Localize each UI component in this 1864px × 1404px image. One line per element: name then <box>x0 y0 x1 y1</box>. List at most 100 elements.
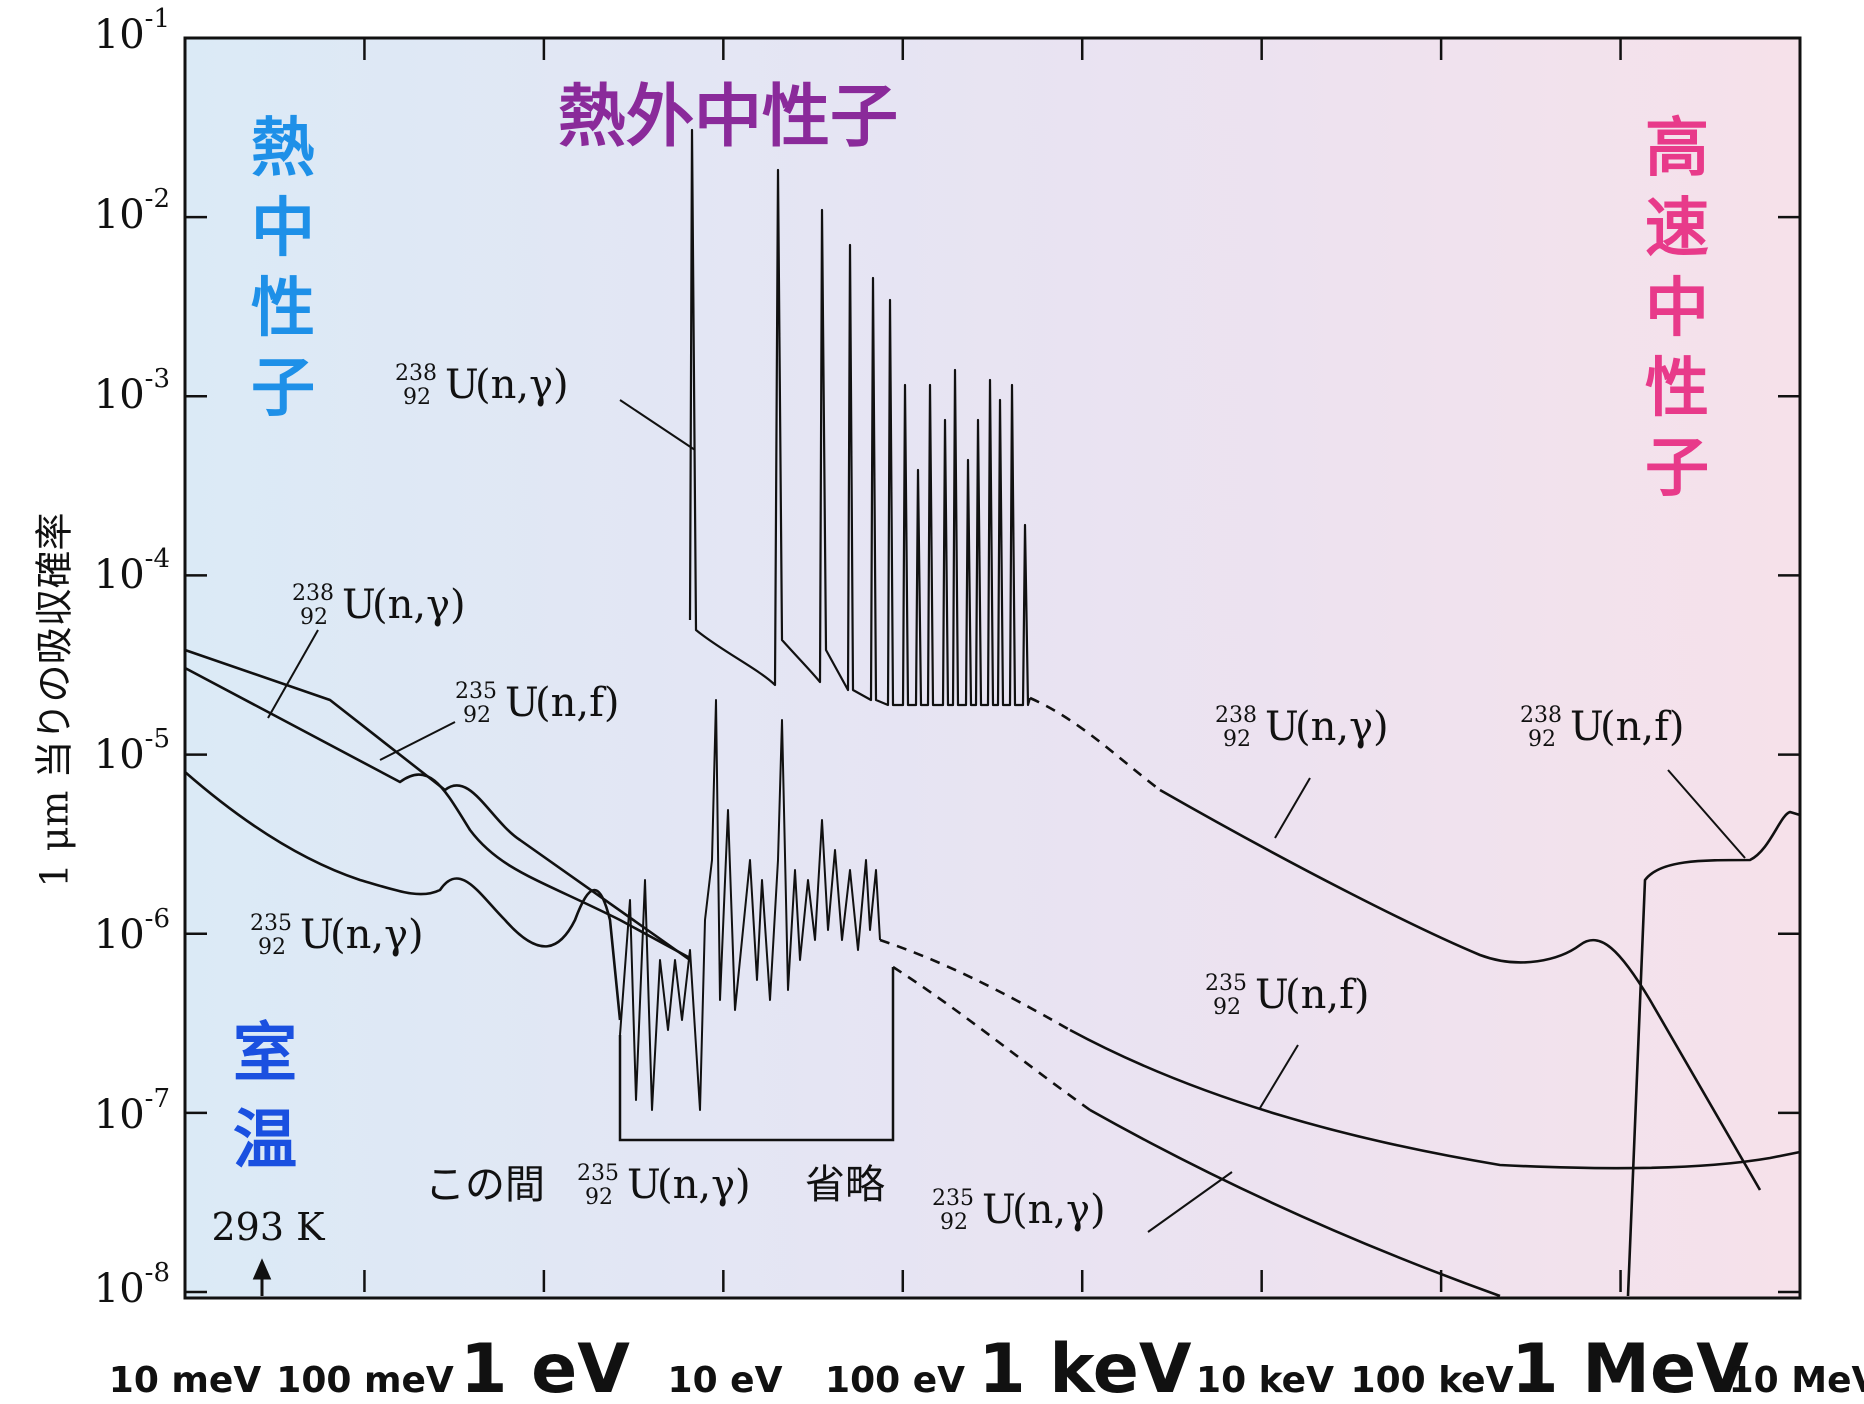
y-tick-label: 10-1 <box>94 4 170 58</box>
series-resonance-u235 <box>619 699 881 1111</box>
region-char: 性 <box>1645 352 1709 426</box>
label-u235-ng-bottom: 235 92 U (n,γ) <box>932 1186 1106 1235</box>
svg-text:235: 235 <box>577 1161 619 1186</box>
label-u235-nf-left: 235 92 U (n,f) <box>455 679 620 728</box>
region-char: 室 <box>233 1017 297 1091</box>
svg-text:92: 92 <box>1213 995 1241 1020</box>
region-char: 子 <box>251 352 315 426</box>
svg-text:(n,γ): (n,γ) <box>1012 1187 1106 1233</box>
leader-line <box>1667 769 1746 859</box>
svg-text:92: 92 <box>1528 727 1556 752</box>
svg-text:U: U <box>627 1162 661 1208</box>
svg-text:92: 92 <box>940 1210 968 1235</box>
y-tick-label: 10-3 <box>94 364 170 418</box>
fast-neutron-label: 高 速 中 性 子 <box>1645 112 1709 506</box>
svg-text:(n,f): (n,f) <box>535 680 620 726</box>
thermal-neutron-label: 熱 中 性 子 <box>251 112 315 426</box>
label-u238-nf-right: 238 92 U (n,f) <box>1520 703 1685 752</box>
leader-line <box>267 629 319 719</box>
series-line-u235-nf-high <box>1069 1028 1801 1170</box>
svg-text:U: U <box>445 362 479 408</box>
svg-text:U: U <box>1255 972 1289 1018</box>
svg-text:235: 235 <box>455 679 497 704</box>
label-u238-ng-left: 238 92 U (n,γ) <box>292 581 466 630</box>
svg-text:235: 235 <box>1205 971 1247 996</box>
svg-text:92: 92 <box>463 703 491 728</box>
svg-text:(n,γ): (n,γ) <box>372 582 466 628</box>
x-tick-label: 1 eV <box>460 1330 630 1404</box>
leader-line <box>1274 777 1311 839</box>
y-tick-labels: 10-1 10-2 10-3 10-4 10-5 10-6 10-7 10-8 <box>94 4 170 1312</box>
x-tick-label: 10 keV <box>1196 1360 1334 1401</box>
region-char: 温 <box>233 1104 297 1178</box>
epithermal-neutron-label: 熱外中性子 <box>558 78 898 157</box>
region-char: 高 <box>1645 112 1709 186</box>
svg-text:92: 92 <box>300 605 328 630</box>
label-u235-nf-right: 235 92 U (n,f) <box>1205 971 1370 1020</box>
svg-text:(n,γ): (n,γ) <box>475 362 569 408</box>
svg-text:U: U <box>1570 704 1604 750</box>
label-u238-ng-top: 238 92 U (n,γ) <box>395 361 569 410</box>
svg-text:U: U <box>982 1187 1016 1233</box>
svg-text:(n,f): (n,f) <box>1600 704 1685 750</box>
series-line-u238-nf <box>1626 810 1801 1297</box>
x-tick-label: 1 keV <box>978 1330 1192 1404</box>
x-tick-label: 10 eV <box>668 1360 783 1401</box>
series-resonance-u238-ng <box>688 128 1032 707</box>
svg-text:(n,γ): (n,γ) <box>330 912 424 958</box>
x-tick-label: 10 meV <box>109 1360 262 1401</box>
x-tick-labels: 10 meV 100 meV 1 eV 10 eV 100 eV 1 keV 1… <box>109 1330 1864 1404</box>
leader-lines <box>267 399 1746 1233</box>
region-char: 子 <box>1645 432 1709 506</box>
svg-text:235: 235 <box>932 1186 974 1211</box>
svg-text:92: 92 <box>585 1185 613 1210</box>
svg-text:U: U <box>342 582 376 628</box>
svg-text:U: U <box>300 912 334 958</box>
svg-text:省略: 省略 <box>805 1162 885 1208</box>
region-char: 中 <box>1645 272 1709 346</box>
label-u238-ng-right: 238 92 U (n,γ) <box>1215 703 1389 752</box>
leader-line <box>379 721 456 761</box>
svg-text:(n,γ): (n,γ) <box>657 1162 751 1208</box>
series-line-u235-nf <box>184 666 691 960</box>
leader-line <box>1147 1171 1233 1233</box>
region-char: 熱 <box>251 112 315 186</box>
x-tick-label: 100 keV <box>1351 1360 1514 1401</box>
x-tick-label: 100 eV <box>825 1360 965 1401</box>
svg-text:238: 238 <box>1520 703 1562 728</box>
region-char: 速 <box>1645 192 1709 266</box>
svg-text:235: 235 <box>250 911 292 936</box>
region-char: 性 <box>251 272 315 346</box>
x-tick-label: 10 MeV <box>1729 1360 1864 1401</box>
leader-line <box>1259 1044 1299 1109</box>
y-tick-label: 10-7 <box>94 1084 170 1138</box>
room-temp-label: 室 温 <box>233 1017 297 1178</box>
region-char: 中 <box>251 192 315 266</box>
svg-text:(n,f): (n,f) <box>1285 972 1370 1018</box>
svg-text:92: 92 <box>403 385 431 410</box>
svg-text:U: U <box>1265 704 1299 750</box>
y-tick-label: 10-2 <box>94 184 170 238</box>
x-tick-label: 1 MeV <box>1511 1330 1749 1404</box>
axis-ticks <box>183 36 1802 1294</box>
svg-text:(n,γ): (n,γ) <box>1295 704 1389 750</box>
y-tick-label: 10-8 <box>94 1258 170 1312</box>
series-line-u238-ng-high <box>1159 788 1762 1191</box>
y-tick-label: 10-6 <box>94 904 170 958</box>
y-tick-label: 10-5 <box>94 724 170 778</box>
leader-line <box>619 399 696 451</box>
svg-text:U: U <box>505 680 539 726</box>
x-tick-label: 100 meV <box>276 1360 454 1401</box>
y-tick-label: 10-4 <box>94 544 170 598</box>
label-u235-ng-left: 235 92 U (n,γ) <box>250 911 424 960</box>
omission-note: この間 235 92 U (n,γ) 省略 <box>425 1161 885 1210</box>
series-dashed-u235-nf <box>879 938 1071 1032</box>
svg-text:238: 238 <box>395 361 437 386</box>
y-axis-label: 1 μm 当りの吸収確率 <box>33 512 77 887</box>
series-line-u235-ng-high <box>1089 1108 1501 1298</box>
omission-bracket <box>618 967 895 1142</box>
svg-text:92: 92 <box>1223 727 1251 752</box>
temperature-arrow <box>252 1258 272 1296</box>
curves <box>184 128 1801 1298</box>
